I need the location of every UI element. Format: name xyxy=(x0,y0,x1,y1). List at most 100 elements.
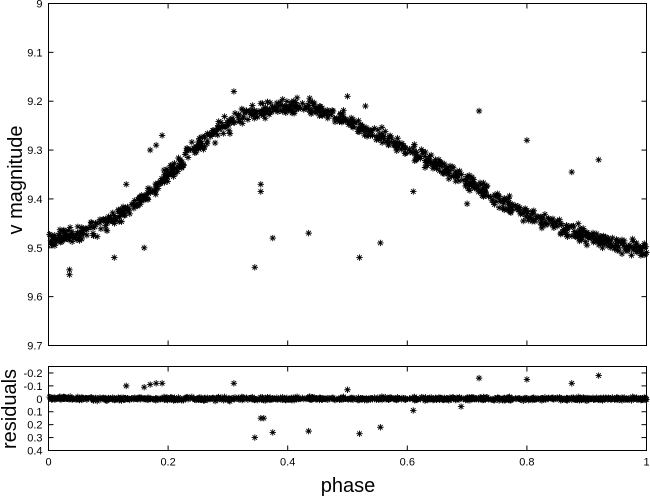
residuals-outlier-point xyxy=(305,427,312,435)
magnitude-point xyxy=(394,139,402,146)
magnitude-point xyxy=(325,107,333,115)
magnitude-point xyxy=(429,161,437,169)
residuals-outlier-point xyxy=(152,380,160,387)
magnitude-point xyxy=(154,185,162,192)
magnitude-point xyxy=(629,238,637,245)
magnitude-ytick-label: 9 xyxy=(36,0,42,11)
magnitude-point xyxy=(243,107,250,114)
magnitude-point xyxy=(201,134,208,141)
magnitude-point xyxy=(201,132,209,140)
magnitude-point xyxy=(549,221,556,229)
residuals-point xyxy=(494,394,501,402)
magnitude-point xyxy=(116,213,123,221)
magnitude-point xyxy=(295,105,302,112)
magnitude-point xyxy=(111,220,118,227)
magnitude-point xyxy=(378,139,386,146)
residuals-point xyxy=(56,393,64,400)
magnitude-point xyxy=(160,177,168,185)
magnitude-point xyxy=(196,142,204,149)
residuals-point xyxy=(572,396,580,403)
magnitude-outlier-point xyxy=(356,254,363,261)
magnitude-point xyxy=(316,103,323,110)
magnitude-point xyxy=(422,148,429,156)
residuals-point xyxy=(426,395,434,402)
magnitude-point xyxy=(483,182,491,190)
residuals-point xyxy=(136,395,144,403)
magnitude-point xyxy=(591,237,598,245)
magnitude-point xyxy=(214,125,221,132)
residual-points xyxy=(46,372,650,441)
magnitude-point xyxy=(328,107,336,114)
magnitude-point xyxy=(104,219,111,227)
residuals-point xyxy=(622,396,629,403)
residuals-point xyxy=(319,396,326,403)
residuals-point xyxy=(196,396,204,403)
magnitude-point xyxy=(110,212,118,219)
residuals-point xyxy=(523,395,531,403)
residuals-point xyxy=(94,397,101,405)
magnitude-point xyxy=(412,152,419,160)
residuals-point xyxy=(105,394,112,402)
magnitude-point xyxy=(402,149,409,157)
magnitude-point xyxy=(182,149,190,156)
magnitude-point xyxy=(293,106,300,113)
magnitude-point xyxy=(411,142,418,150)
magnitude-point xyxy=(576,227,583,235)
magnitude-point xyxy=(354,128,362,135)
magnitude-outlier-point xyxy=(269,234,276,242)
magnitude-point xyxy=(572,233,580,240)
magnitude-point xyxy=(492,198,500,205)
magnitude-point xyxy=(514,202,522,210)
residuals-point xyxy=(530,396,538,403)
residuals-point xyxy=(306,393,313,400)
residuals-point xyxy=(477,394,485,401)
magnitude-point xyxy=(485,193,492,200)
residuals-point xyxy=(275,395,282,402)
magnitude-point xyxy=(210,127,217,134)
magnitude-point xyxy=(522,205,529,212)
magnitude-point xyxy=(178,164,185,171)
residuals-point xyxy=(236,396,243,403)
magnitude-point xyxy=(571,228,578,235)
magnitude-outlier-point xyxy=(475,107,483,115)
magnitude-point xyxy=(448,173,455,180)
magnitude-point xyxy=(601,240,609,248)
residuals-point xyxy=(228,394,236,402)
residuals-outlier-point xyxy=(457,403,465,410)
magnitude-point xyxy=(312,108,320,116)
magnitude-point xyxy=(507,209,515,216)
magnitude-point xyxy=(275,102,282,110)
residuals-ylabel: residuals xyxy=(0,369,21,449)
magnitude-point xyxy=(542,218,549,225)
magnitude-point xyxy=(168,161,176,169)
magnitude-point xyxy=(126,210,133,218)
residuals-point xyxy=(507,396,514,404)
magnitude-point xyxy=(324,106,331,114)
magnitude-point xyxy=(502,205,509,213)
residuals-point xyxy=(117,395,124,402)
magnitude-point xyxy=(136,199,144,206)
magnitude-point xyxy=(575,220,582,227)
magnitude-point xyxy=(309,107,316,115)
magnitude-point xyxy=(47,231,54,239)
residuals-point xyxy=(270,395,278,402)
residuals-point xyxy=(178,395,186,403)
residuals-point xyxy=(309,394,316,401)
residuals-point xyxy=(339,394,347,401)
magnitude-point xyxy=(576,225,584,232)
magnitude-point xyxy=(584,232,591,239)
magnitude-point xyxy=(160,166,168,174)
magnitude-outlier-point xyxy=(66,266,73,273)
magnitude-outlier-point xyxy=(111,254,118,261)
magnitude-point xyxy=(633,248,641,256)
magnitude-point xyxy=(65,227,72,234)
magnitude-point xyxy=(273,99,281,107)
residuals-point xyxy=(583,394,591,402)
magnitude-point xyxy=(626,241,634,249)
residuals-outlier-point xyxy=(230,380,238,387)
magnitude-point xyxy=(277,106,285,114)
magnitude-point xyxy=(204,130,211,137)
magnitude-point xyxy=(456,167,463,175)
magnitude-outlier-point xyxy=(152,141,160,149)
magnitude-point xyxy=(469,180,476,188)
